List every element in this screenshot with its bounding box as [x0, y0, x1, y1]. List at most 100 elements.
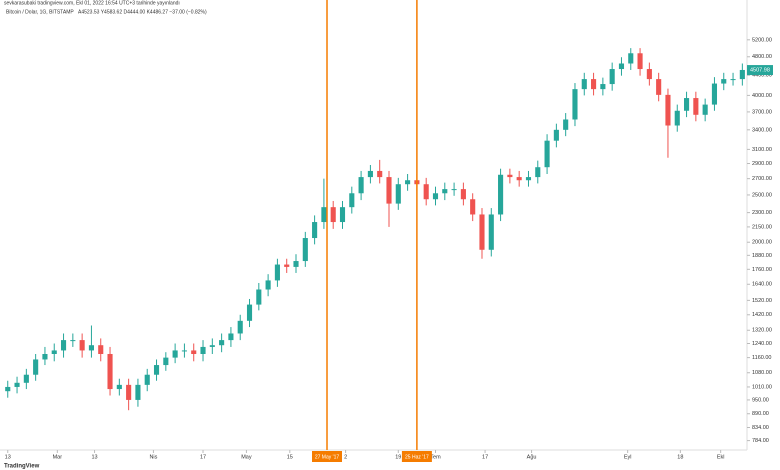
y-tick-label: 5200.00 — [752, 37, 772, 43]
y-tick-label: 784.00 — [752, 438, 769, 444]
candle-body — [739, 69, 745, 80]
x-tick-label: Ağu — [527, 454, 537, 460]
candle-body — [237, 320, 243, 334]
candle-body — [135, 384, 141, 400]
candle-body — [395, 184, 401, 204]
candle-body — [88, 345, 94, 351]
candle-body — [126, 384, 132, 400]
x-tick-label: Ekl — [717, 454, 725, 460]
candle-body — [265, 280, 271, 290]
candle-body — [367, 170, 373, 178]
candle-body — [70, 340, 76, 342]
candle-body — [637, 53, 643, 70]
candle-body — [79, 340, 85, 351]
y-tick-label: 950.00 — [752, 397, 769, 403]
marker-label-box — [312, 451, 343, 462]
candle-body — [479, 214, 485, 250]
candle-body — [274, 264, 280, 281]
y-tick-label: 2500.00 — [752, 192, 772, 198]
candle-body — [33, 359, 39, 375]
y-tick-label: 2900.00 — [752, 161, 772, 167]
candle-body — [181, 350, 187, 352]
y-tick-label: 2000.00 — [752, 240, 772, 246]
candle-body — [107, 353, 113, 390]
candle-body — [302, 238, 308, 262]
y-tick-label: 1420.00 — [752, 312, 772, 318]
publish-line: sevkarasubaki tradingview.com, Ekl 01, 2… — [4, 0, 180, 6]
candle-body — [386, 177, 392, 204]
candle-body — [535, 167, 541, 178]
candle-body — [51, 350, 57, 354]
candle-body — [284, 264, 290, 267]
candle-body — [349, 193, 355, 208]
candle-body — [544, 140, 550, 168]
y-tick-label: 834.00 — [752, 425, 769, 431]
candle-body — [591, 79, 597, 90]
y-tick-label: 1320.00 — [752, 328, 772, 334]
candle-body — [172, 350, 178, 358]
candle-body — [609, 69, 615, 85]
y-tick-label: 1240.00 — [752, 341, 772, 347]
candle-body — [563, 119, 569, 130]
candle-body — [23, 374, 29, 383]
candle-body — [321, 207, 327, 223]
candle-body — [702, 104, 708, 115]
candle-body — [442, 189, 448, 194]
candle-body — [14, 382, 20, 387]
ohlc-legend: A4523.53 Y4583.62 D4444.00 K4486.27 −37.… — [78, 9, 207, 15]
candle-body — [5, 386, 11, 392]
y-tick-label: 2300.00 — [752, 210, 772, 216]
candle-body — [628, 53, 634, 64]
candle-body — [451, 189, 457, 191]
y-tick-label: 1880.00 — [752, 253, 772, 259]
y-tick-label: 2150.00 — [752, 224, 772, 230]
marker-label-box — [401, 451, 432, 462]
y-tick-label: 1160.00 — [752, 355, 771, 361]
candle-body — [209, 345, 215, 347]
candle-body — [618, 63, 625, 70]
candle-body — [507, 174, 513, 178]
candle-body — [163, 357, 169, 366]
candle-body — [488, 214, 494, 250]
x-tick-label: 18 — [677, 454, 683, 460]
candle-body — [219, 340, 225, 346]
last-price-label: 4507.98 — [750, 68, 770, 74]
candle-body — [470, 199, 476, 215]
x-tick-label: 17 — [482, 454, 488, 460]
x-tick-label: 15 — [287, 454, 293, 460]
candle-body — [711, 83, 718, 105]
x-tick-label: 13 — [91, 454, 97, 460]
candle-body — [339, 207, 346, 223]
brand: TradingView — [4, 464, 40, 470]
y-tick-label: 1080.00 — [752, 370, 772, 376]
y-tick-label: 4400.00 — [752, 73, 772, 79]
candle-body — [572, 89, 578, 120]
candle-body — [330, 207, 336, 223]
candle-body — [293, 261, 299, 267]
y-tick-label: 890.00 — [752, 411, 769, 417]
y-tick-label: 1520.00 — [752, 298, 772, 304]
y-tick-label: 4000.00 — [752, 93, 772, 99]
y-tick-label: 2700.00 — [752, 176, 772, 182]
candle-body — [246, 304, 253, 321]
candle-body — [256, 289, 262, 305]
candle-body — [432, 193, 439, 200]
x-tick-label: 2 — [344, 454, 347, 460]
candle-body — [228, 333, 234, 341]
y-tick-label: 3100.00 — [752, 147, 772, 153]
marker-label: 25 Haz '17 — [405, 454, 429, 460]
candle-body — [312, 222, 318, 239]
candle-body — [460, 189, 466, 200]
candle-body — [684, 98, 690, 111]
x-tick-label: Mar — [53, 454, 63, 460]
x-tick-label: 13 — [5, 454, 11, 460]
y-tick-label: 1760.00 — [752, 267, 772, 273]
x-tick-label: Nis — [149, 454, 157, 460]
y-tick-label: 4800.00 — [752, 54, 772, 60]
candle-body — [665, 94, 671, 126]
candle-body — [153, 365, 160, 375]
last-price-box — [747, 65, 773, 76]
candle-body — [693, 98, 699, 115]
marker-label: 27 May '17 — [315, 454, 340, 460]
